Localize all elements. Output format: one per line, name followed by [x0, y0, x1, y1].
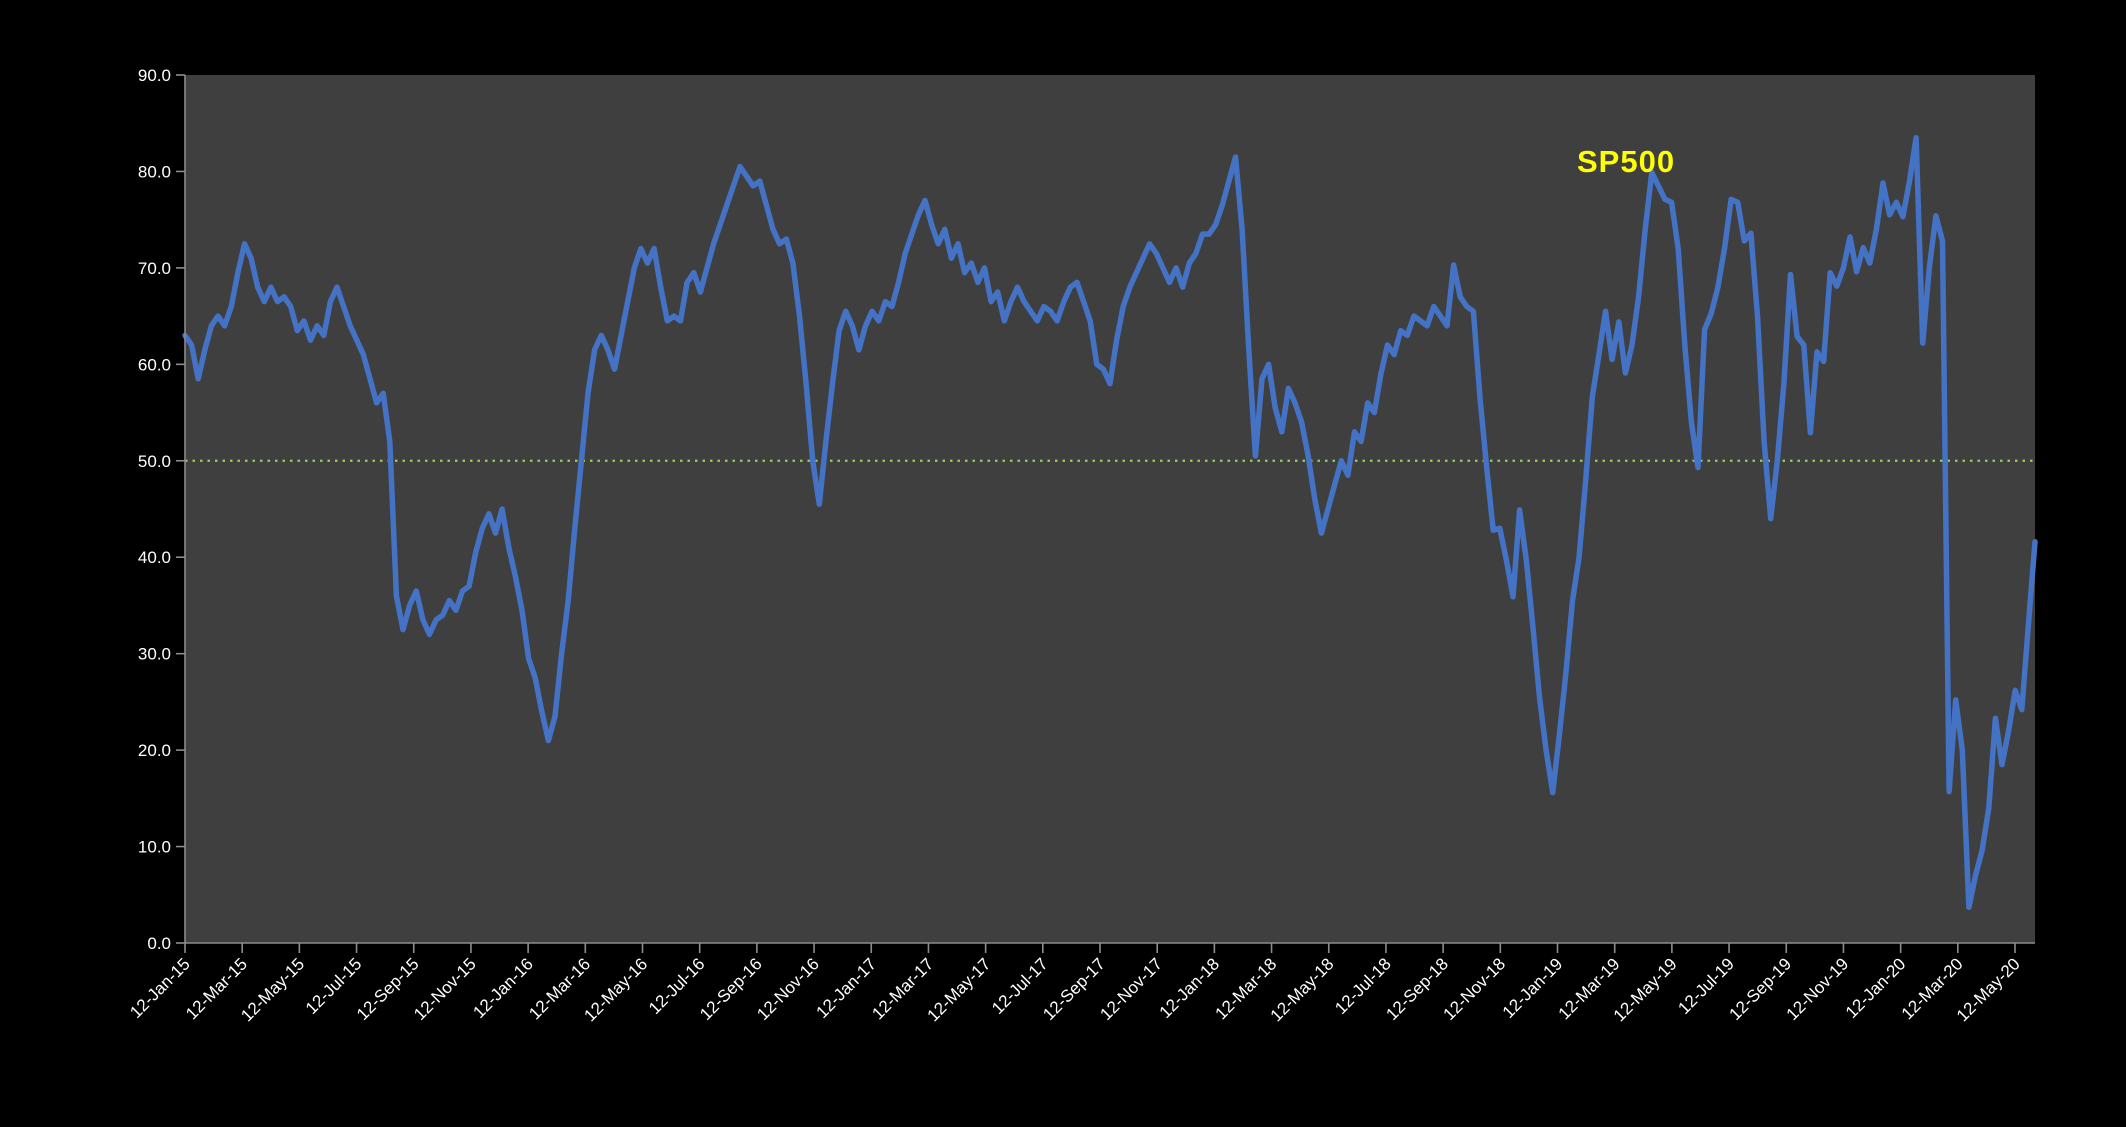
y-tick-label: 70.0 [138, 259, 171, 278]
series-label-sp500: SP500 [1577, 144, 1675, 179]
axes [176, 74, 2035, 953]
y-tick-label: 0.0 [147, 934, 171, 953]
sp500-series-line [182, 134, 2038, 911]
y-tick-label: 80.0 [138, 162, 171, 181]
y-tick-label: 10.0 [138, 838, 171, 857]
y-tick-label: 90.0 [138, 66, 171, 85]
plot-area [185, 75, 2035, 943]
y-axis-labels: 0.0 10.0 20.0 30.0 40.0 50.0 60.0 70.0 80.0 90.0 [138, 66, 171, 953]
y-tick-label: 60.0 [138, 355, 171, 374]
y-tick-label: 30.0 [138, 645, 171, 664]
y-tick-label: 50.0 [138, 452, 171, 471]
y-tick-label: 20.0 [138, 741, 171, 760]
y-tick-label: 40.0 [138, 548, 171, 567]
sp500-polyline [182, 134, 2038, 911]
